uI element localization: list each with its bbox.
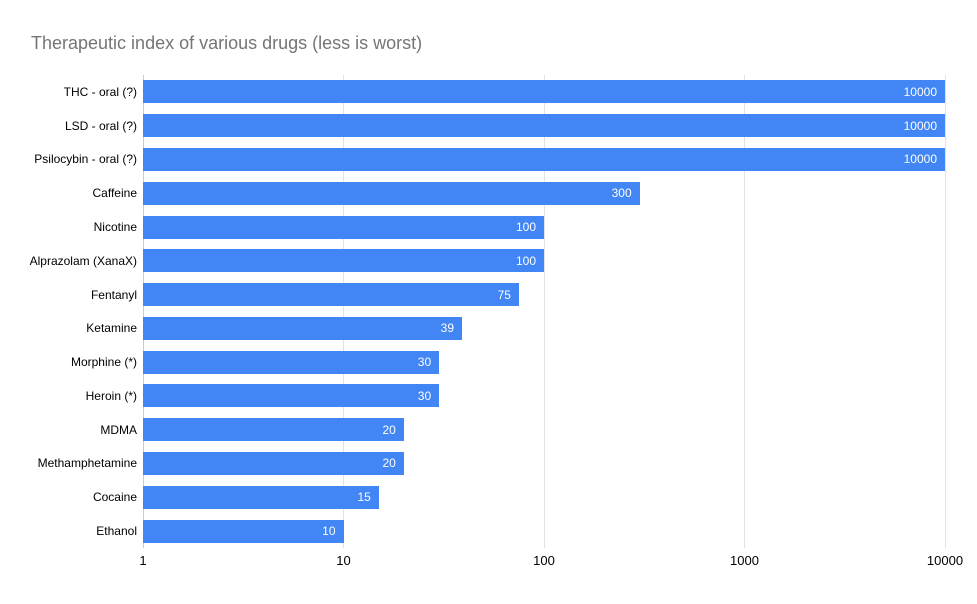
category-label-row: Psilocybin - oral (?) <box>0 143 137 177</box>
bar-row: 10000 <box>143 109 945 143</box>
category-label: Fentanyl <box>90 287 137 302</box>
bar-row: 100 <box>143 244 945 278</box>
category-label-row: Methamphetamine <box>0 447 137 481</box>
bars-container: 10000 10000 10000 300 100 100 75 39 30 30 20 20 15 10 <box>143 75 945 548</box>
bar-value-label: 20 <box>382 456 396 471</box>
gridline <box>543 75 545 548</box>
x-tick-label: 1000 <box>730 553 759 568</box>
bar-row: 30 <box>143 379 945 413</box>
x-tick-label: 1 <box>139 553 147 568</box>
category-label: Ethanol <box>96 524 137 539</box>
category-label-row: Morphine (*) <box>0 345 137 379</box>
category-label-row: Caffeine <box>0 176 137 210</box>
chart-title: Therapeutic index of various drugs (less… <box>31 33 423 53</box>
category-label-row: Ethanol <box>0 514 137 548</box>
bar[interactable]: 10 <box>143 519 344 543</box>
bar-value-label: 15 <box>357 490 371 505</box>
category-label: Methamphetamine <box>37 456 137 471</box>
bar[interactable]: 10000 <box>143 147 945 171</box>
bar-row: 39 <box>143 311 945 345</box>
bar-value-label: 300 <box>611 186 632 201</box>
category-label: Ketamine <box>86 321 137 336</box>
category-label-row: THC - oral (?) <box>0 75 137 109</box>
bar-value-label: 30 <box>417 355 432 370</box>
bar[interactable]: 39 <box>143 316 462 340</box>
category-label-row: Alprazolam (XanaX) <box>0 244 137 278</box>
bar[interactable]: 10000 <box>143 114 945 138</box>
gridline <box>944 75 946 548</box>
axis-baseline <box>142 75 144 548</box>
gridline <box>744 75 745 548</box>
bar-row: 10000 <box>143 75 945 109</box>
category-label-row: Fentanyl <box>0 278 137 312</box>
category-label-row: LSD - oral (?) <box>0 109 137 143</box>
bar-value-label: 10 <box>322 524 336 539</box>
category-axis: THC - oral (?) LSD - oral (?) Psilocybin -… <box>0 75 137 548</box>
bar-value-label: 100 <box>515 220 536 235</box>
x-tick-label: 10000 <box>926 553 964 568</box>
bar-row: 15 <box>143 480 945 514</box>
category-label-row: Heroin (*) <box>0 379 137 413</box>
bar-value-label: 10000 <box>903 84 937 99</box>
category-label: Morphine (*) <box>70 355 137 370</box>
bar[interactable]: 75 <box>143 283 519 307</box>
bar-row: 20 <box>143 447 945 481</box>
x-tick-label: 100 <box>533 553 555 568</box>
bar[interactable]: 20 <box>143 451 404 475</box>
bar-row: 10 <box>143 514 945 548</box>
category-label-row: Ketamine <box>0 311 137 345</box>
bar[interactable]: 10000 <box>143 80 945 104</box>
bar-row: 20 <box>143 413 945 447</box>
category-label: Caffeine <box>92 186 137 201</box>
category-label: Nicotine <box>93 220 137 235</box>
category-label: Psilocybin - oral (?) <box>34 152 137 167</box>
category-label: LSD - oral (?) <box>64 118 137 133</box>
bar-value-label: 39 <box>440 321 454 336</box>
category-label: MDMA <box>100 422 137 437</box>
bar-value-label: 75 <box>497 287 511 302</box>
category-label: Alprazolam (XanaX) <box>29 253 137 268</box>
category-label: Cocaine <box>92 490 137 505</box>
bar[interactable]: 30 <box>143 384 440 408</box>
bar[interactable]: 300 <box>143 181 640 205</box>
category-label: Heroin (*) <box>85 388 137 403</box>
bar-value-label: 100 <box>515 253 536 268</box>
bar[interactable]: 20 <box>143 418 404 442</box>
x-tick-label: 10 <box>336 553 351 568</box>
bar-value-label: 30 <box>417 388 432 403</box>
category-label-row: Nicotine <box>0 210 137 244</box>
plot-area: 10000 10000 10000 300 100 100 75 39 30 30 20 20 15 10 <box>142 75 946 548</box>
bar[interactable]: 100 <box>143 215 544 239</box>
bar-row: 10000 <box>143 143 945 177</box>
bar-value-label: 10000 <box>903 152 937 167</box>
gridline <box>343 75 344 548</box>
bar-value-label: 20 <box>382 422 396 437</box>
bar[interactable]: 30 <box>143 350 440 374</box>
category-label: THC - oral (?) <box>63 84 137 99</box>
category-label-row: MDMA <box>0 413 137 447</box>
bar-row: 300 <box>143 176 945 210</box>
bar-row: 30 <box>143 345 945 379</box>
bar-value-label: 10000 <box>903 118 937 133</box>
bar-row: 75 <box>143 278 945 312</box>
category-label-row: Cocaine <box>0 480 137 514</box>
x-axis: 1 10 100 1000 10000 <box>139 553 963 573</box>
bar[interactable]: 100 <box>143 249 544 273</box>
bar[interactable]: 15 <box>143 485 379 509</box>
bar-row: 100 <box>143 210 945 244</box>
